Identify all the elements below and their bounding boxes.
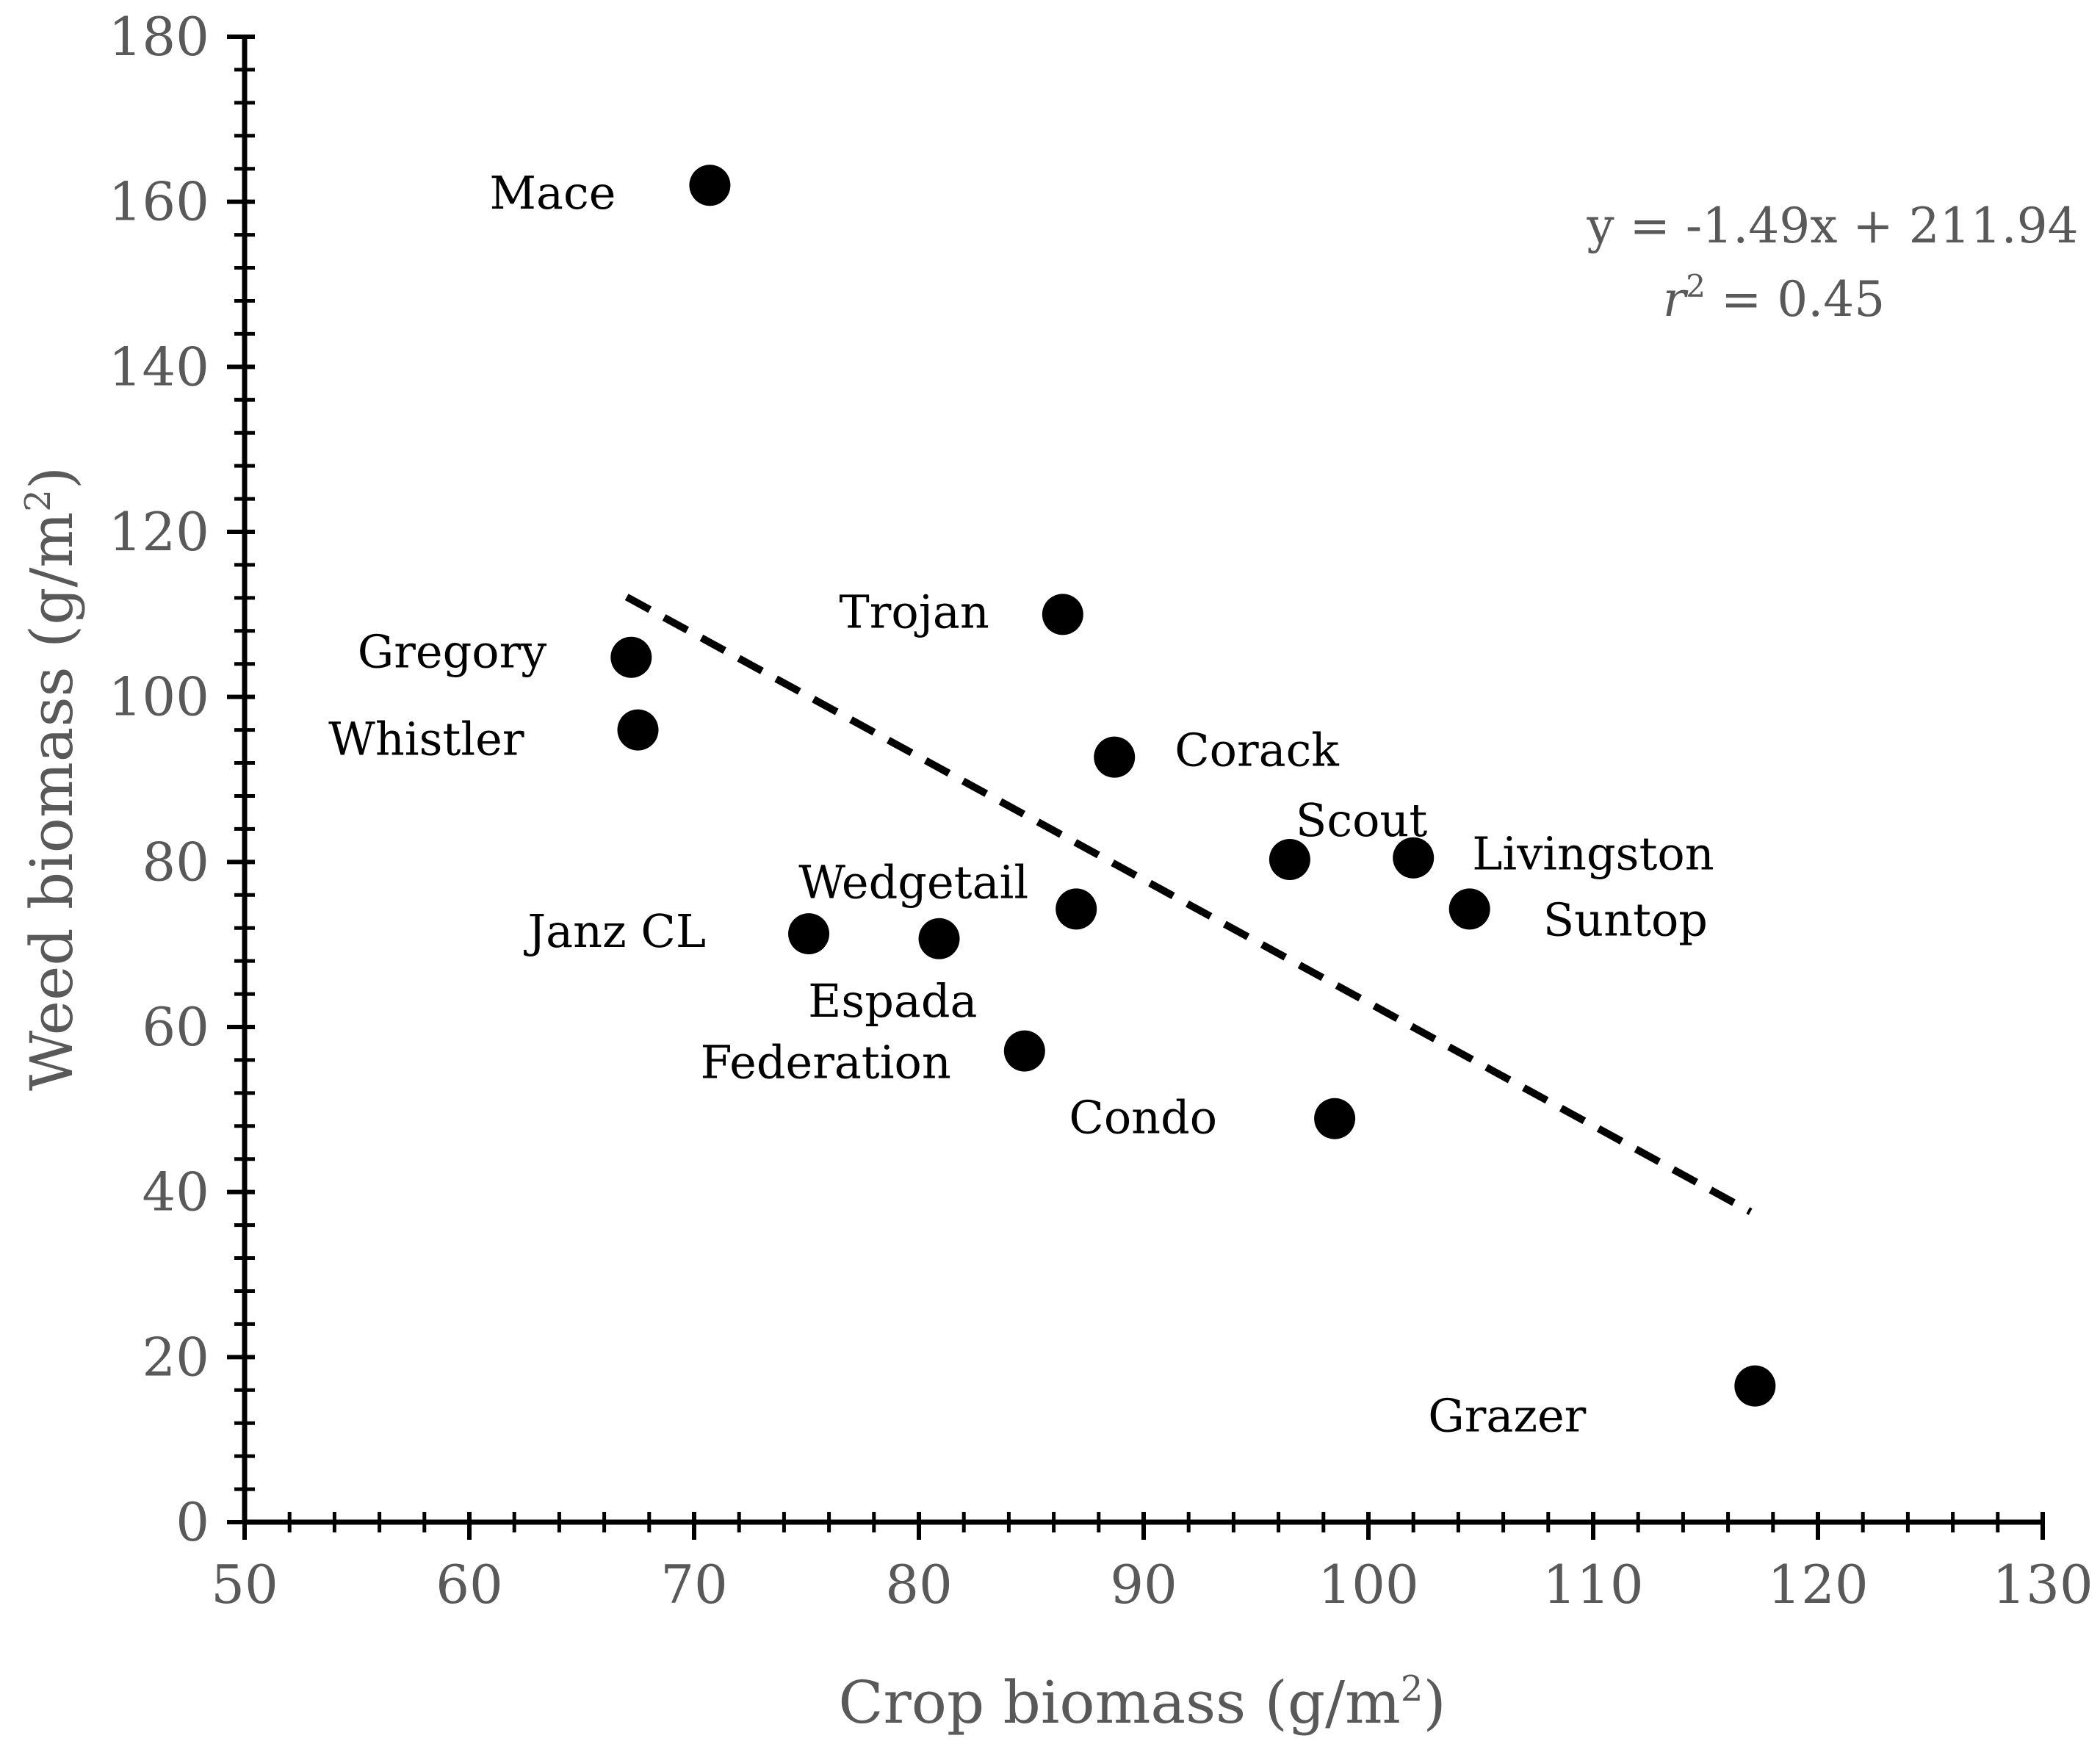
y-tick-label: 140 xyxy=(109,336,209,397)
y-tick-label: 100 xyxy=(109,666,209,728)
data-point xyxy=(689,165,731,206)
data-point xyxy=(1314,1098,1356,1139)
x-tick-label: 70 xyxy=(660,1554,728,1615)
trendline xyxy=(624,594,1753,1215)
data-point xyxy=(1269,838,1310,880)
point-label: Grazer xyxy=(1428,1389,1586,1443)
data-point xyxy=(617,709,659,751)
y-tick-label: 160 xyxy=(109,171,209,233)
point-label: Livingston xyxy=(1472,827,1714,881)
r-squared: r2 = 0.45 xyxy=(1663,268,1886,328)
x-tick-label: 110 xyxy=(1542,1554,1643,1615)
point-label: Janz CL xyxy=(523,904,706,958)
axes: 0 20 40 60 80 100 120 140 160 180 50 60 70 80 90 100 110… xyxy=(109,6,2093,1615)
data-points xyxy=(610,165,1776,1407)
trendline-equation: y = -1.49x + 211.94 xyxy=(1586,198,2078,254)
point-label: Federation xyxy=(701,1036,951,1089)
y-tick-label: 60 xyxy=(142,996,209,1058)
x-tick-label: 100 xyxy=(1318,1554,1418,1615)
point-label: Condo xyxy=(1069,1091,1217,1145)
x-tick-label: 120 xyxy=(1767,1554,1868,1615)
y-tick-label: 80 xyxy=(142,831,209,893)
data-point xyxy=(1003,1030,1045,1072)
y-tick-label: 0 xyxy=(176,1491,209,1553)
point-label: Scout xyxy=(1296,793,1427,847)
data-point xyxy=(918,918,960,959)
point-label: Wedgetail xyxy=(798,855,1028,909)
point-label: Corack xyxy=(1175,724,1339,777)
x-tick-label: 130 xyxy=(1992,1554,2093,1615)
data-point xyxy=(1056,888,1097,930)
data-point xyxy=(610,636,652,678)
y-tick-label: 40 xyxy=(142,1161,209,1223)
x-tick-label: 90 xyxy=(1110,1554,1177,1615)
x-axis-title: Crop biomass (g/m2) xyxy=(838,1668,1446,1737)
x-tick-label: 50 xyxy=(211,1554,278,1615)
data-point xyxy=(1448,888,1490,930)
point-label: Espada xyxy=(808,974,977,1028)
data-point xyxy=(1042,594,1083,635)
point-label: Trojan xyxy=(839,585,989,638)
data-point xyxy=(788,913,830,955)
y-axis-title: Weed biomass (g/m2) xyxy=(18,466,86,1091)
y-tick-label: 180 xyxy=(109,6,209,68)
data-point xyxy=(1734,1365,1776,1407)
point-label: Gregory xyxy=(358,625,547,679)
y-tick-label: 20 xyxy=(142,1326,209,1388)
data-point xyxy=(1094,736,1136,778)
y-tick-label: 120 xyxy=(109,501,209,563)
x-tick-label: 80 xyxy=(885,1554,953,1615)
point-label: Whistler xyxy=(328,713,524,766)
x-tick-label: 60 xyxy=(436,1554,503,1615)
point-label: Mace xyxy=(490,166,616,220)
point-labels: Mace Trojan Gregory Whistler Corack Scout Livi… xyxy=(328,166,1714,1442)
point-label: Suntop xyxy=(1543,893,1708,946)
data-point xyxy=(1393,837,1435,879)
trendline-group xyxy=(624,594,1753,1215)
